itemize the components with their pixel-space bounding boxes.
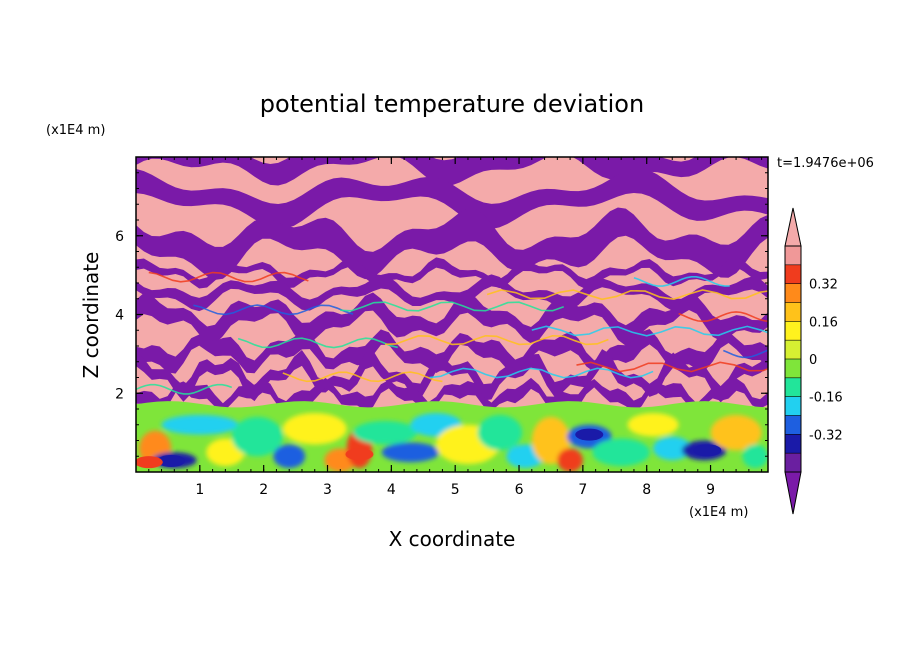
colorbar-swatch <box>785 283 801 303</box>
colorbar-swatch <box>785 321 801 341</box>
edge-filament <box>723 349 768 359</box>
colorbar-label: -0.32 <box>809 428 843 443</box>
edge-filament <box>576 361 768 373</box>
edge-filament <box>633 275 730 287</box>
edge-filament <box>429 367 654 379</box>
eddy <box>742 444 768 469</box>
colorbar-swatch <box>785 434 801 454</box>
edge-filament <box>282 371 443 383</box>
y-tick-label: 6 <box>115 229 124 245</box>
plot-area <box>136 157 768 472</box>
x-axis-label: X coordinate <box>389 527 516 551</box>
eddy-core <box>157 454 186 467</box>
x-tick-label: 7 <box>578 482 587 498</box>
colorbar-label: -0.16 <box>809 391 843 406</box>
y-tick-label: 2 <box>115 386 124 402</box>
x-tick-label: 5 <box>451 482 460 498</box>
eddy <box>273 444 306 469</box>
eddy-core <box>575 428 604 441</box>
upper-bands <box>136 157 768 413</box>
eddy-core <box>345 448 374 461</box>
eddy-core <box>136 456 163 469</box>
z-unit-label: (x1E4 m) <box>46 123 105 138</box>
eddy <box>161 414 239 435</box>
lower-turbulent-layer <box>136 401 768 472</box>
purple-band <box>136 256 768 290</box>
colorbar-swatch <box>785 246 801 265</box>
purple-band <box>136 349 768 403</box>
eddy <box>653 436 692 461</box>
time-label: t=1.9476e+06 <box>777 156 874 171</box>
x-tick-label: 3 <box>323 482 332 498</box>
purple-band <box>136 207 768 280</box>
eddy <box>592 438 650 467</box>
edge-filament <box>136 383 233 395</box>
x-tick-label: 8 <box>642 482 651 498</box>
edge-filament <box>678 311 768 323</box>
edge-filament <box>193 304 354 316</box>
y-axis: 2 4 6 <box>115 172 768 457</box>
colorbar-label: 0.32 <box>809 278 838 293</box>
colorbar-swatch <box>785 415 801 435</box>
colorbar-label: 0.16 <box>809 315 838 330</box>
y-tick-label: 4 <box>115 308 124 324</box>
x-unit-label: (x1E4 m) <box>689 505 748 520</box>
x-tick-label: 4 <box>387 482 396 498</box>
purple-band <box>136 157 768 186</box>
x-tick-label: 9 <box>706 482 715 498</box>
edge-filament <box>486 289 768 301</box>
colorbar: 0.32 0.16 0 -0.16 -0.32 <box>784 207 843 515</box>
colorbar-under-triangle <box>784 471 802 515</box>
edge-filament <box>384 334 609 346</box>
edge-filament <box>531 325 768 337</box>
eddy <box>627 412 679 437</box>
eddy <box>282 412 347 445</box>
colorbar-swatch <box>785 453 801 472</box>
x-tick-label: 1 <box>195 482 204 498</box>
x-tick-label: 2 <box>259 482 268 498</box>
colorbar-swatch <box>785 340 801 359</box>
colorbar-swatch <box>785 377 801 397</box>
edge-filament <box>148 271 309 283</box>
colorbar-label: 0 <box>809 353 817 368</box>
edge-filament <box>340 301 564 312</box>
eddy <box>710 414 762 451</box>
purple-band <box>136 168 768 230</box>
eddy <box>531 416 571 465</box>
eddy <box>381 442 440 463</box>
colorbar-swatch <box>785 359 801 378</box>
edge-filament <box>237 337 398 349</box>
colorbar-swatch <box>785 396 801 416</box>
chart-title: potential temperature deviation <box>260 90 644 118</box>
eddy <box>353 420 417 445</box>
eddy-core <box>693 444 722 457</box>
purple-band <box>136 329 768 376</box>
x-tick-label: 6 <box>515 482 524 498</box>
purple-band <box>136 291 768 346</box>
eddy <box>231 416 283 457</box>
y-axis-label: Z coordinate <box>79 252 103 379</box>
purple-band <box>136 274 768 312</box>
colorbar-swatch <box>785 264 801 284</box>
eddy <box>477 414 523 451</box>
eddy <box>557 448 583 472</box>
colorbar-over-triangle <box>784 207 802 247</box>
colorbar-swatch <box>785 302 801 322</box>
x-axis: 1 2 3 4 5 6 7 8 9 <box>148 157 763 498</box>
